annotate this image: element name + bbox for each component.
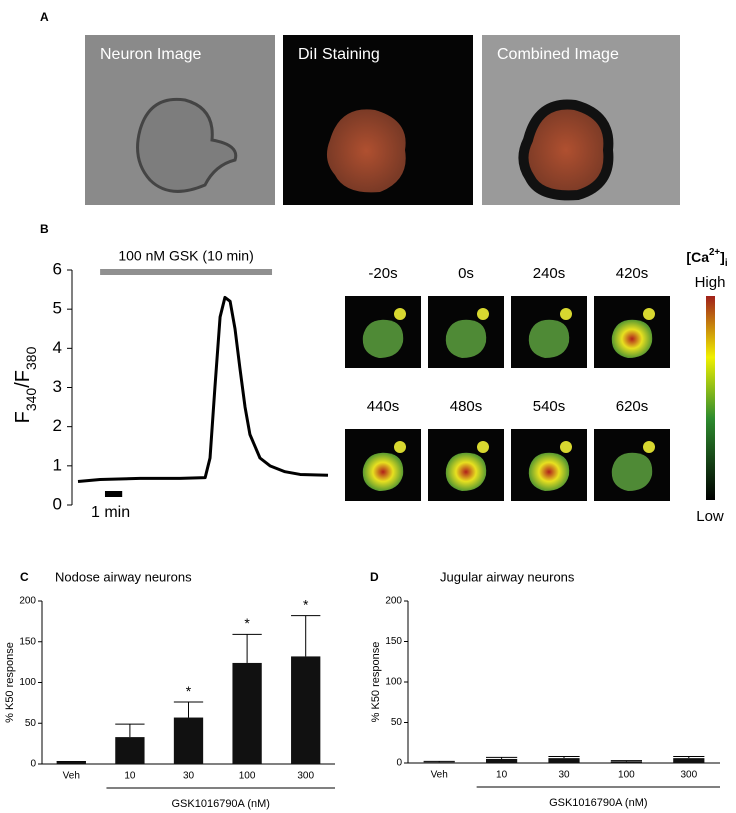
- x-tick-label: 30: [183, 771, 195, 782]
- frame-spot: [394, 441, 406, 453]
- frame-label: -20s: [368, 265, 397, 282]
- frame-spot: [643, 308, 655, 320]
- frame-label: 480s: [450, 398, 483, 415]
- x-axis-label: GSK1016790A (nM): [172, 798, 270, 810]
- dil-shape: [326, 109, 406, 193]
- bar: [423, 762, 455, 764]
- y-tick-label: 5: [53, 299, 62, 318]
- bar: [548, 758, 580, 763]
- bar: [115, 737, 145, 764]
- scale-bar-label: 1 min: [91, 504, 130, 521]
- colorbar-high: High: [695, 274, 726, 291]
- bar: [56, 761, 86, 764]
- frame-spot: [477, 308, 489, 320]
- frame-cell: [528, 452, 570, 491]
- significance: *: [186, 683, 192, 699]
- frame-cell: [445, 452, 487, 491]
- y-axis-label: % K50 response: [370, 642, 382, 723]
- y-tick-label: 150: [385, 636, 402, 647]
- bar: [486, 758, 518, 763]
- y-tick-label: 6: [53, 259, 62, 278]
- y-tick-label: 150: [19, 636, 36, 647]
- y-axis-label: % K50 response: [4, 642, 16, 723]
- x-tick-label: 300: [297, 771, 314, 782]
- bar: [291, 656, 321, 764]
- x-tick-label: 10: [124, 771, 136, 782]
- y-axis-label: F340/F380: [12, 346, 38, 423]
- image-label: DiI Staining: [298, 46, 380, 63]
- colorbar-title: [Ca2+]i: [686, 247, 727, 269]
- panel-label: A: [40, 10, 49, 24]
- trace: [77, 295, 329, 483]
- y-tick-label: 4: [53, 338, 62, 357]
- frame-cell: [445, 319, 487, 358]
- chart-title: Jugular airway neurons: [440, 569, 575, 584]
- significance: *: [303, 596, 309, 612]
- x-tick-label: 10: [496, 770, 508, 781]
- frame-spot: [643, 441, 655, 453]
- y-tick-label: 0: [53, 494, 62, 513]
- y-tick-label: 1: [53, 455, 62, 474]
- stimulus-label: 100 nM GSK (10 min): [118, 248, 253, 264]
- x-tick-label: 300: [680, 770, 697, 781]
- significance: *: [244, 615, 250, 631]
- y-tick-label: 100: [385, 677, 402, 688]
- frame-spot: [394, 308, 406, 320]
- frame-cell: [362, 452, 404, 491]
- x-tick-label: Veh: [63, 771, 80, 782]
- x-tick-label: 30: [558, 770, 570, 781]
- y-tick-label: 0: [396, 758, 402, 769]
- panel-label: B: [40, 222, 49, 236]
- frame-cell: [362, 319, 404, 358]
- y-tick-label: 200: [19, 596, 36, 607]
- x-tick-label: Veh: [431, 770, 448, 781]
- frame-spot: [560, 308, 572, 320]
- y-tick-label: 100: [19, 677, 36, 688]
- panel-label: D: [370, 570, 379, 584]
- frame-cell: [611, 319, 653, 358]
- frame-spot: [560, 441, 572, 453]
- y-tick-label: 0: [30, 759, 36, 770]
- bar: [232, 662, 262, 764]
- frame-label: 420s: [616, 265, 649, 282]
- bar: [173, 717, 204, 764]
- frame-spot: [477, 441, 489, 453]
- bar: [610, 761, 642, 763]
- y-tick-label: 3: [53, 377, 62, 396]
- chart-title: Nodose airway neurons: [55, 569, 192, 584]
- colorbar-low: Low: [696, 508, 724, 525]
- y-tick-label: 2: [53, 416, 62, 435]
- frame-cell: [528, 319, 570, 358]
- bar: [673, 758, 705, 763]
- colorbar: [706, 296, 715, 500]
- y-tick-label: 200: [385, 596, 402, 607]
- frame-label: 620s: [616, 398, 649, 415]
- x-tick-label: 100: [618, 770, 635, 781]
- panel-label: C: [20, 570, 29, 584]
- x-axis-label: GSK1016790A (nM): [549, 797, 647, 809]
- x-tick-label: 100: [239, 771, 256, 782]
- neuron-shape: [136, 97, 238, 193]
- combined-shape: [518, 99, 614, 201]
- frame-label: 440s: [367, 398, 400, 415]
- image-label: Combined Image: [497, 46, 619, 63]
- y-tick-label: 50: [25, 718, 37, 729]
- frame-label: 240s: [533, 265, 566, 282]
- image-label: Neuron Image: [100, 46, 201, 63]
- frame-label: 0s: [458, 265, 474, 282]
- frame-cell: [611, 452, 653, 491]
- y-tick-label: 50: [391, 717, 403, 728]
- frame-label: 540s: [533, 398, 566, 415]
